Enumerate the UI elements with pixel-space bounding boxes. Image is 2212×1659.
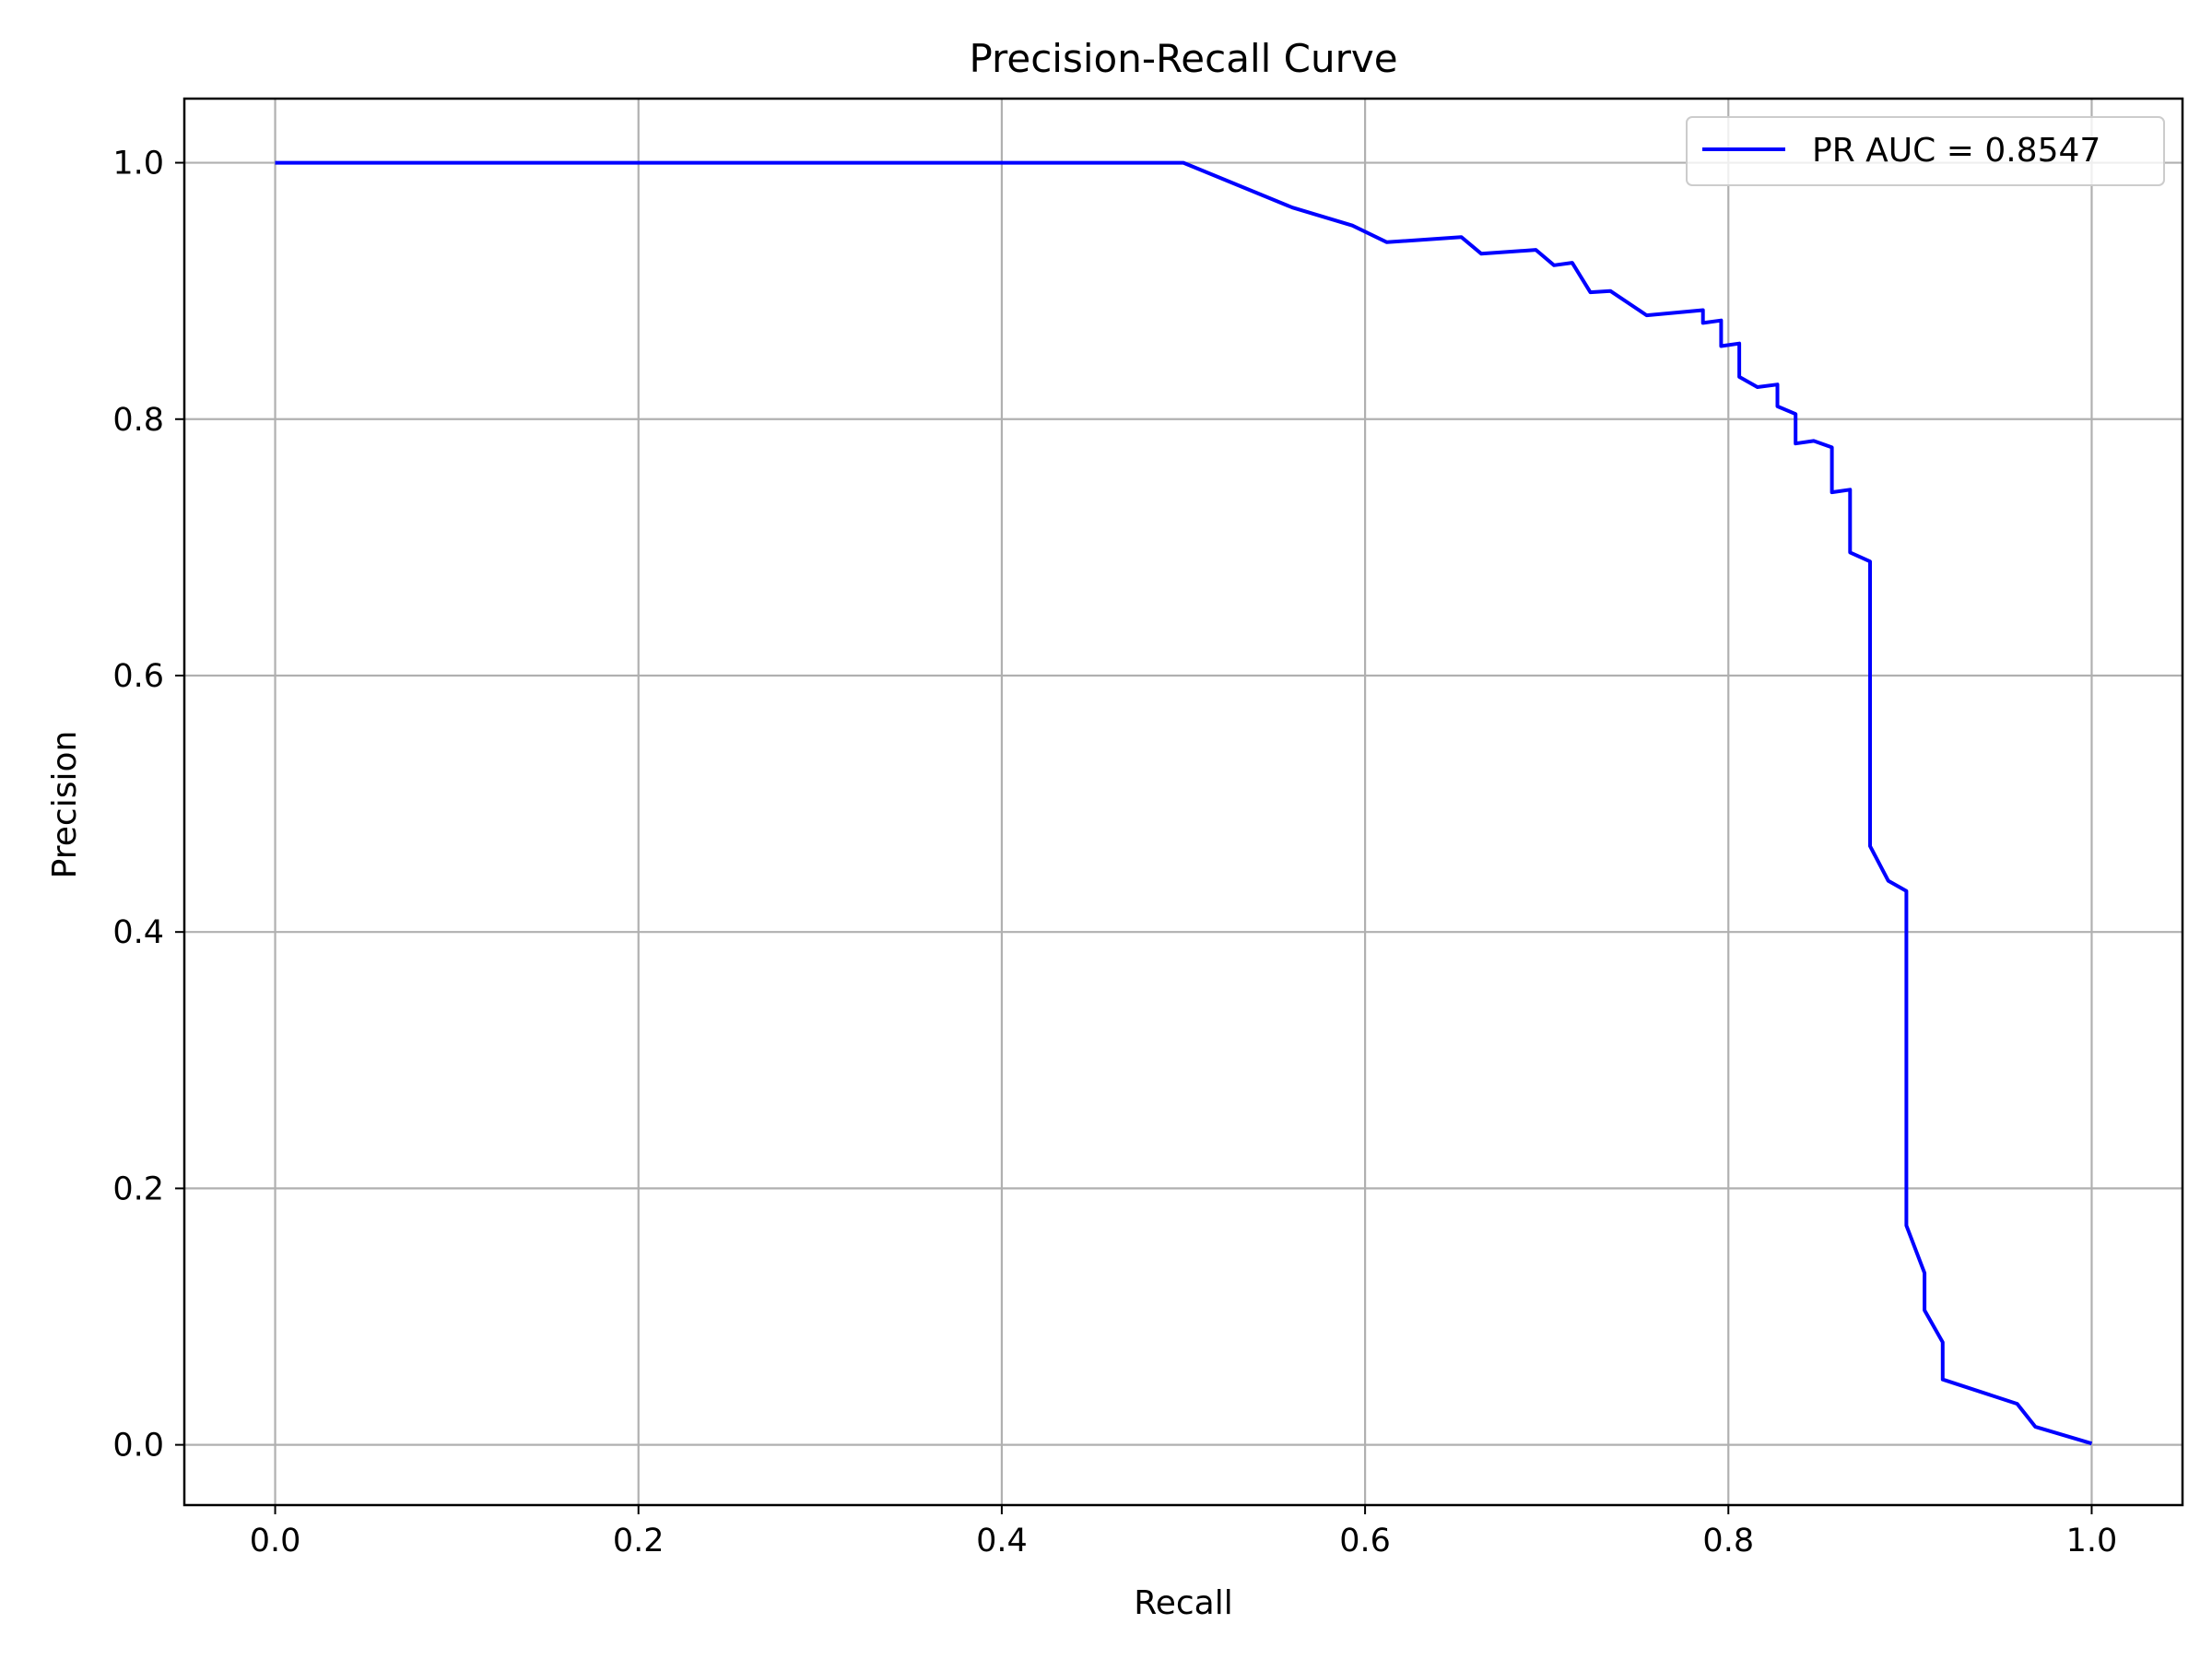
legend-entry-label: PR AUC = 0.8547: [1812, 132, 2100, 170]
x-tick-label: 0.2: [613, 1523, 665, 1559]
x-tick-label: 0.8: [1702, 1523, 1754, 1559]
y-tick-label: 0.4: [112, 914, 164, 951]
y-tick-label: 0.6: [112, 658, 164, 695]
chart-title: Precision-Recall Curve: [969, 36, 1397, 81]
legend: PR AUC = 0.8547: [1687, 117, 2164, 185]
x-tick-label: 0.4: [976, 1523, 1028, 1559]
y-tick-label: 1.0: [112, 146, 164, 182]
y-axis-label: Precision: [46, 731, 84, 879]
y-tick-label: 0.0: [112, 1428, 164, 1465]
x-tick-label: 0.0: [250, 1523, 301, 1559]
y-tick-label: 0.2: [112, 1171, 164, 1207]
x-tick-label: 1.0: [2066, 1523, 2118, 1559]
x-tick-label: 0.6: [1339, 1523, 1391, 1559]
x-axis-label: Recall: [1134, 1584, 1232, 1622]
y-tick-label: 0.8: [112, 402, 164, 439]
